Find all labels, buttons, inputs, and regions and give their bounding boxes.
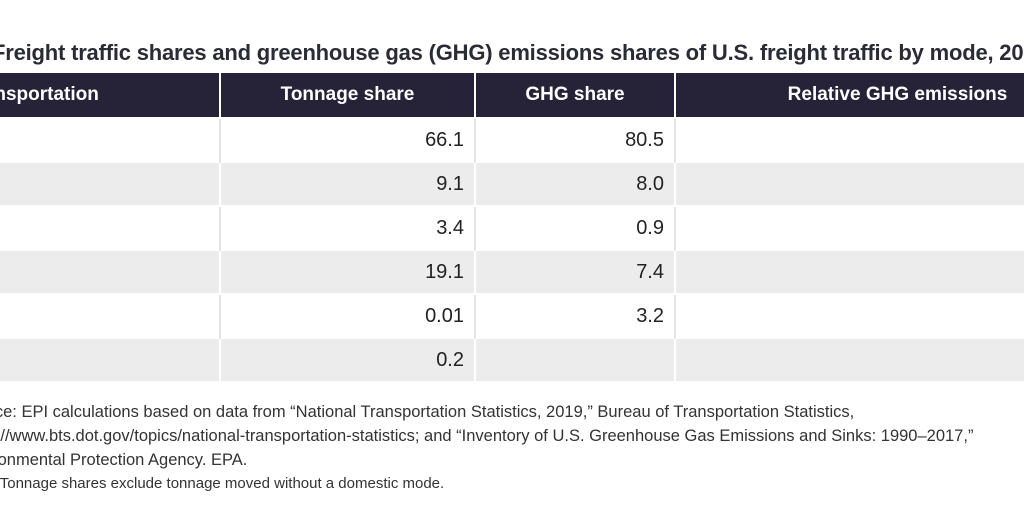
- cell-mode: [0, 161, 221, 206]
- table-row: 19.1 7.4: [0, 249, 1024, 294]
- cell-tonnage: 3.4: [220, 205, 476, 250]
- source-line-2: https://www.bts.dot.gov/topics/national-…: [0, 427, 974, 445]
- cell-tonnage: 66.1: [220, 117, 476, 162]
- source-notes: Source: EPI calculations based on data f…: [0, 400, 1024, 496]
- source-line-1: Source: EPI calculations based on data f…: [0, 403, 855, 421]
- table-row: 9.1 8.0: [0, 161, 1024, 206]
- cell-mode: [0, 249, 221, 294]
- cell-ghg: 8.0: [475, 161, 676, 206]
- table-row: 0.2: [0, 337, 1024, 381]
- cell-mode: [0, 337, 221, 381]
- cell-relative: [675, 337, 1024, 381]
- freight-emissions-table: Mode of transportation Tonnage share GHG…: [0, 73, 1024, 381]
- header-relative-ghg: Relative GHG emissions: [675, 73, 1024, 118]
- figure-title: Freight traffic shares and greenhouse ga…: [0, 40, 1024, 65]
- source-line-3: Environmental Protection Agency. EPA.: [0, 451, 248, 469]
- table-row: 0.01 3.2: [0, 293, 1024, 338]
- cell-ghg: 3.2: [475, 293, 676, 338]
- cell-ghg: 7.4: [475, 249, 676, 294]
- header-mode: Mode of transportation: [0, 73, 221, 118]
- cell-mode: [0, 205, 221, 250]
- cell-tonnage: 0.01: [220, 293, 476, 338]
- cell-ghg: 0.9: [475, 205, 676, 250]
- header-ghg-share: GHG share: [475, 73, 676, 118]
- cell-relative: [675, 293, 1024, 338]
- cell-ghg: 80.5: [475, 117, 676, 162]
- cell-mode: [0, 117, 221, 162]
- table-row: 3.4 0.9: [0, 205, 1024, 250]
- cell-relative: [675, 205, 1024, 250]
- cell-ghg: [475, 337, 676, 381]
- cell-relative: [675, 249, 1024, 294]
- table-header-row: Mode of transportation Tonnage share GHG…: [0, 73, 1024, 118]
- cell-relative: [675, 161, 1024, 206]
- cell-mode: [0, 293, 221, 338]
- cell-tonnage: 19.1: [220, 249, 476, 294]
- cell-tonnage: 9.1: [220, 161, 476, 206]
- header-tonnage-share: Tonnage share: [220, 73, 476, 118]
- cell-tonnage: 0.2: [220, 337, 476, 381]
- table-row: 66.1 80.5: [0, 117, 1024, 162]
- cell-relative: [675, 117, 1024, 162]
- footnote: Note: Tonnage shares exclude tonnage mov…: [0, 475, 445, 492]
